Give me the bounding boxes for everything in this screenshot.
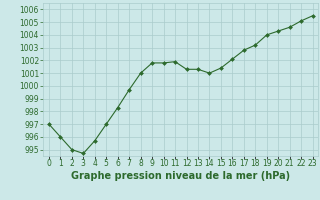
X-axis label: Graphe pression niveau de la mer (hPa): Graphe pression niveau de la mer (hPa): [71, 171, 290, 181]
